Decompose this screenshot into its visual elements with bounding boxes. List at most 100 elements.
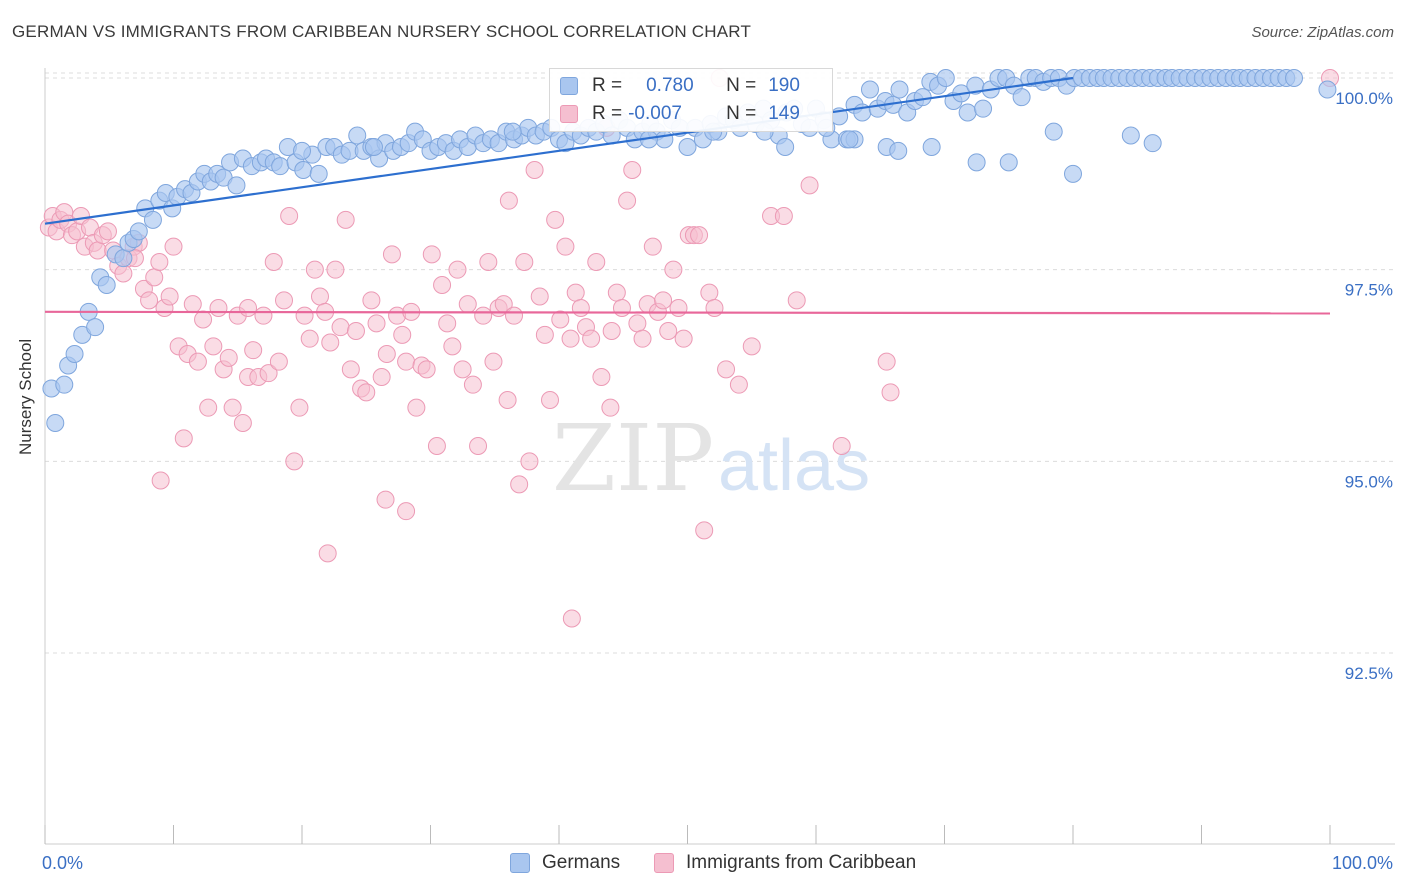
germans-point	[958, 103, 977, 122]
legend-row-germans: R = 0.780 N = 190	[560, 73, 800, 99]
caribbean-point	[562, 609, 581, 628]
series-caribbean-points	[39, 69, 1339, 628]
caribbean-point	[393, 325, 412, 344]
caribbean-point	[484, 352, 503, 371]
germans-point	[655, 130, 674, 149]
caribbean-point	[88, 241, 107, 260]
caribbean-point	[223, 398, 242, 417]
caribbean-point	[633, 329, 652, 348]
germans-point	[922, 138, 941, 156]
germans-point	[1064, 164, 1082, 183]
blue-swatch-icon	[560, 77, 578, 95]
caribbean-point	[160, 287, 179, 306]
caribbean-point	[448, 260, 467, 279]
watermark-atlas: atlas	[718, 426, 870, 506]
axes	[44, 68, 1395, 845]
y-tick-label: 92.5%	[1345, 664, 1393, 683]
caribbean-point	[458, 295, 477, 314]
caribbean-point	[717, 360, 736, 379]
r-label: R =	[592, 75, 623, 96]
pink-swatch-icon	[654, 853, 674, 873]
caribbean-point	[602, 322, 621, 340]
caribbean-point	[505, 306, 524, 325]
caribbean-point	[346, 322, 365, 340]
caribbean-point	[742, 337, 761, 356]
caribbean-point	[300, 329, 319, 348]
caribbean-point	[674, 329, 693, 348]
germans-point	[1318, 80, 1337, 99]
caribbean-point	[254, 306, 273, 325]
germans-point	[890, 80, 909, 99]
caribbean-point	[209, 299, 228, 317]
caribbean-point	[382, 245, 401, 264]
germans-point	[227, 176, 246, 195]
watermark: ZIP atlas	[552, 405, 870, 512]
caribbean-point	[664, 260, 683, 279]
caribbean-point	[422, 245, 441, 264]
caribbean-point	[280, 207, 299, 225]
caribbean-point	[643, 237, 662, 256]
caribbean-point	[331, 318, 350, 337]
caribbean-point	[587, 253, 606, 271]
legend-item-germans[interactable]: Germans	[510, 852, 620, 874]
caribbean-point	[239, 299, 258, 317]
germans-point	[309, 164, 328, 183]
caribbean-point	[546, 210, 565, 229]
caribbean-point	[700, 283, 719, 302]
stats-legend: R = 0.780 N = 190 R = -0.007 N = 149	[549, 68, 833, 132]
caribbean-point	[729, 375, 748, 394]
caribbean-point	[150, 253, 169, 271]
y-tick-label: 95.0%	[1345, 472, 1393, 491]
legend-row-caribbean: R = -0.007 N = 149	[560, 101, 800, 127]
source-label: Source: ZipAtlas.com	[1251, 24, 1394, 41]
caribbean-point	[469, 437, 488, 455]
germans-point	[294, 161, 313, 179]
caribbean-point	[479, 253, 498, 271]
germans-point	[776, 138, 795, 156]
caribbean-point	[164, 237, 183, 256]
germans-point	[936, 69, 955, 87]
r-label: R =	[592, 103, 623, 124]
germans-trendline	[44, 76, 1074, 225]
caribbean-point	[628, 314, 647, 333]
caribbean-point	[326, 260, 345, 279]
n-value: 149	[768, 103, 800, 124]
caribbean-point	[601, 398, 620, 417]
germans-point	[46, 414, 65, 432]
caribbean-point	[372, 368, 391, 386]
caribbean-point	[151, 471, 170, 490]
germans-point	[348, 126, 367, 145]
caribbean-point	[244, 341, 263, 360]
caribbean-point	[427, 437, 446, 455]
caribbean-point	[376, 490, 395, 509]
x-tick-label: 100.0%	[1332, 853, 1393, 873]
caribbean-point	[498, 391, 517, 409]
caribbean-point	[607, 283, 626, 302]
germans-point	[65, 345, 84, 363]
caribbean-point	[695, 521, 714, 540]
caribbean-point	[571, 299, 590, 317]
germans-point	[129, 222, 148, 241]
trendlines	[44, 76, 1331, 315]
caribbean-point	[233, 414, 252, 432]
caribbean-point	[259, 364, 278, 383]
caribbean-point	[499, 191, 518, 210]
caribbean-point	[612, 299, 631, 317]
caribbean-point	[145, 268, 164, 287]
r-value: 0.780	[646, 75, 694, 96]
caribbean-point	[556, 237, 575, 256]
y-tick-label: 97.5%	[1345, 281, 1393, 300]
caribbean-point	[551, 310, 570, 329]
caribbean-point	[787, 291, 806, 310]
caribbean-point	[474, 306, 493, 325]
germans-point	[840, 130, 859, 149]
caribbean-point	[199, 398, 218, 417]
y-tick-labels: 92.5% 95.0% 97.5% 100.0%	[1335, 89, 1393, 683]
chart-title: GERMAN VS IMMIGRANTS FROM CARIBBEAN NURS…	[12, 22, 752, 41]
caribbean-point	[318, 544, 337, 563]
germans-point	[86, 318, 105, 337]
legend-label-caribbean: Immigrants from Caribbean	[686, 852, 917, 873]
caribbean-point	[98, 222, 117, 241]
legend-item-caribbean[interactable]: Immigrants from Caribbean	[654, 852, 916, 874]
